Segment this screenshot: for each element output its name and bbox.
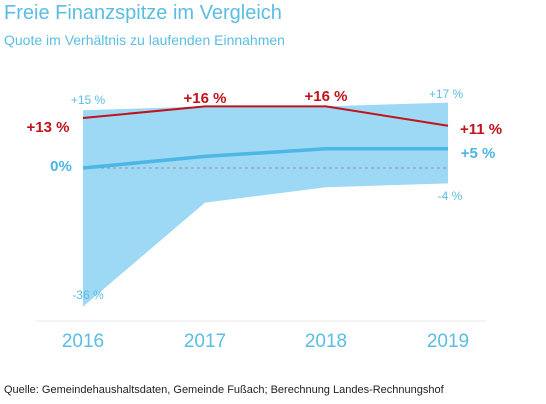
series-line-red <box>82 105 449 127</box>
blue-value-label-2019: +5 % <box>461 145 496 162</box>
blue-value-label-2016: 0% <box>50 158 72 175</box>
range-bottom-label-2016: -36 % <box>72 288 104 302</box>
x-tick-2018: 2018 <box>305 331 347 352</box>
red-value-label-2016: +13 % <box>27 119 70 136</box>
range-bottom-label-2019: -4 % <box>438 189 463 203</box>
x-tick-2016: 2016 <box>62 331 104 352</box>
source-note: Quelle: Gemeindehaushaltsdaten, Gemeinde… <box>4 384 444 396</box>
series-line-blue <box>82 147 448 170</box>
red-value-label-2018: +16 % <box>305 88 348 105</box>
x-tick-2017: 2017 <box>184 331 226 352</box>
range-top-label-2019: +17 % <box>429 87 464 101</box>
x-tick-2019: 2019 <box>427 331 469 352</box>
range-band <box>83 102 448 307</box>
chart-title: Freie Finanzspitze im Vergleich <box>4 2 282 24</box>
range-top-label-2016: +15 % <box>71 93 106 107</box>
red-value-label-2019: +11 % <box>460 121 502 138</box>
red-value-label-2017: +16 % <box>184 90 227 107</box>
chart-subtitle: Quote im Verhältnis zu laufenden Einnahm… <box>4 32 285 48</box>
